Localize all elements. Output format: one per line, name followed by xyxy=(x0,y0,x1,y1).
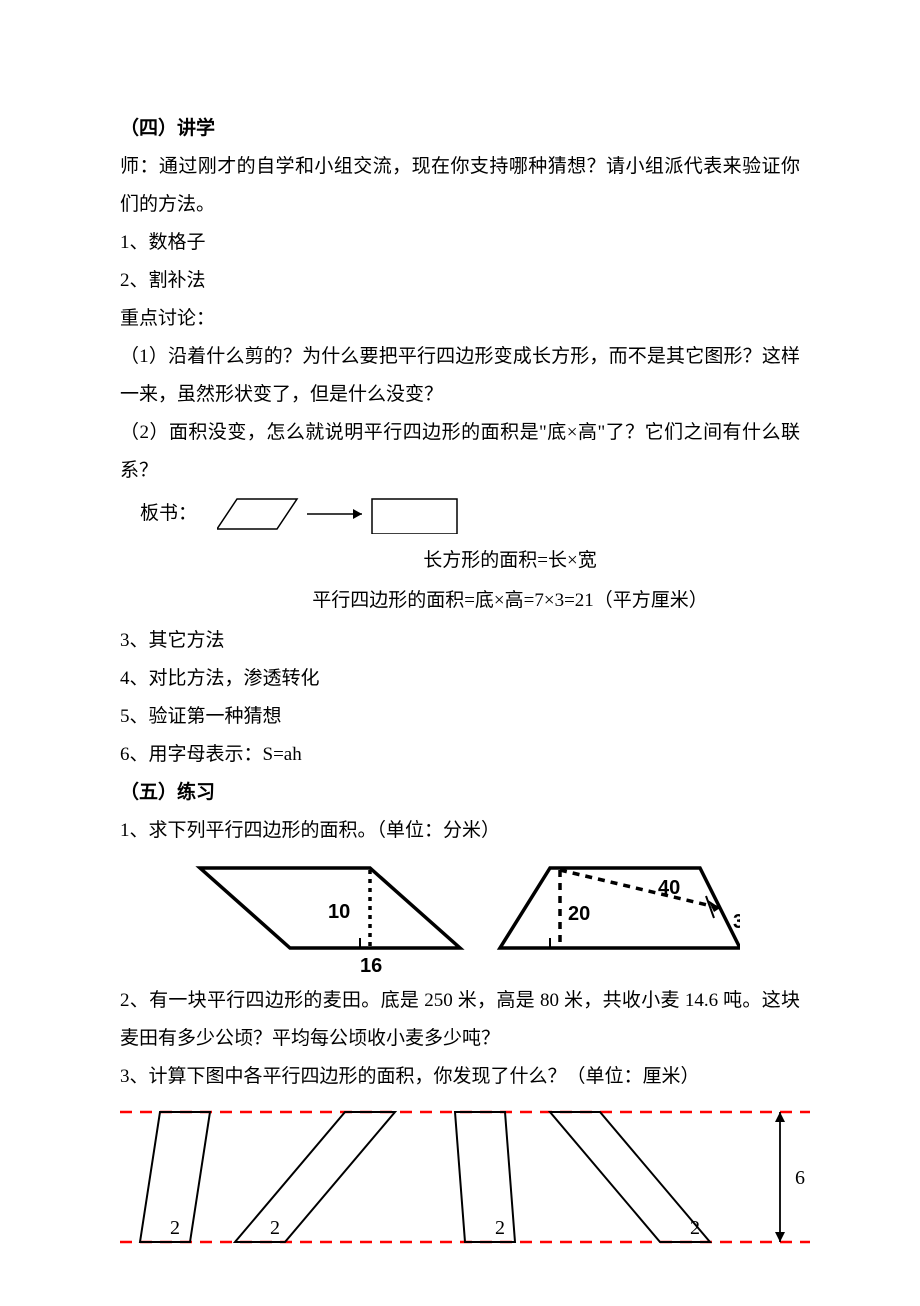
discuss-2: （2）面积没变，怎么就说明平行四边形的面积是"底×高"了？它们之间有什么联系？ xyxy=(120,414,800,490)
svg-text:10: 10 xyxy=(328,901,350,923)
svg-text:16: 16 xyxy=(360,955,382,977)
svg-text:2: 2 xyxy=(690,1217,700,1239)
exercise-3-figure: 22226 xyxy=(120,1102,800,1266)
list-item-6: 6、用字母表示：S=ah xyxy=(120,736,800,774)
svg-text:2: 2 xyxy=(270,1217,280,1239)
svg-text:6: 6 xyxy=(795,1167,805,1189)
list-item-5: 5、验证第一种猜想 xyxy=(120,698,800,736)
exercise-3-text: 3、计算下图中各平行四边形的面积，你发现了什么？（单位：厘米） xyxy=(120,1058,800,1096)
exercise-1-text: 1、求下列平行四边形的面积。（单位：分米） xyxy=(120,812,800,850)
svg-text:2: 2 xyxy=(495,1217,505,1239)
svg-text:2: 2 xyxy=(170,1217,180,1239)
parallelogram-strip-diagram: 2 2 2 2 6 xyxy=(120,1102,810,1252)
list-item-4: 4、对比方法，渗透转化 xyxy=(120,660,800,698)
board-label: 板书： xyxy=(140,495,197,533)
board-diagram xyxy=(217,494,477,534)
board-row: 板书： xyxy=(120,494,800,534)
svg-text:40: 40 xyxy=(658,877,680,899)
formula-rect: 长方形的面积=长×宽 xyxy=(120,542,800,580)
section-5-title: （五）练习 xyxy=(120,774,800,812)
exercise-2-text: 2、有一块平行四边形的麦田。底是 250 米，高是 80 米，共收小麦 14.6… xyxy=(120,982,800,1058)
exercise-1-figure: 10 16 20 40 30 xyxy=(120,858,800,978)
teacher-intro: 师：通过刚才的自学和小组交流，现在你支持哪种猜想？请小组派代表来验证你们的方法。 xyxy=(120,148,800,224)
section-4-title: （四）讲学 xyxy=(120,110,800,148)
discuss-1: （1）沿着什么剪的？为什么要把平行四边形变成长方形，而不是其它图形？这样一来，虽… xyxy=(120,338,800,414)
discuss-heading: 重点讨论： xyxy=(120,300,800,338)
formula-para: 平行四边形的面积=底×高=7×3=21（平方厘米） xyxy=(120,582,800,620)
document-page: （四）讲学 师：通过刚才的自学和小组交流，现在你支持哪种猜想？请小组派代表来验证… xyxy=(0,0,920,1306)
list-item-1: 1、数格子 xyxy=(120,224,800,262)
list-item-2: 2、割补法 xyxy=(120,262,800,300)
list-item-3: 3、其它方法 xyxy=(120,622,800,660)
svg-text:20: 20 xyxy=(568,903,590,925)
svg-text:30: 30 xyxy=(733,911,740,933)
parallelogram-pair-diagram: 10 16 20 40 30 xyxy=(180,858,740,978)
